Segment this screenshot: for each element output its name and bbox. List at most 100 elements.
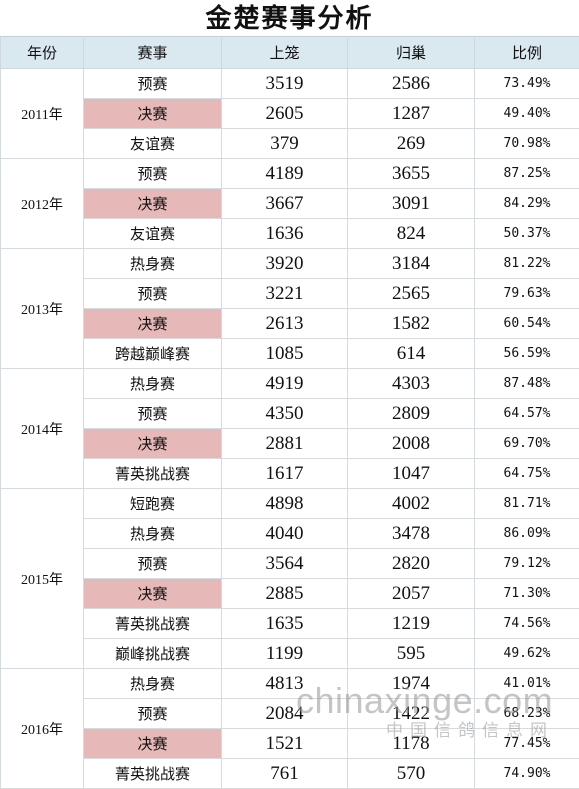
entered-cell: 3519 — [222, 69, 348, 99]
returned-cell: 4002 — [348, 489, 475, 519]
returned-cell: 1287 — [348, 99, 475, 129]
entered-cell: 1617 — [222, 459, 348, 489]
returned-cell: 3655 — [348, 159, 475, 189]
entered-cell: 3564 — [222, 549, 348, 579]
entered-cell: 4919 — [222, 369, 348, 399]
event-cell: 预赛 — [84, 699, 222, 729]
event-cell: 决赛 — [84, 99, 222, 129]
event-cell: 友谊赛 — [84, 219, 222, 249]
returned-cell: 614 — [348, 339, 475, 369]
event-cell: 菁英挑战赛 — [84, 459, 222, 489]
header-entered: 上笼 — [222, 37, 348, 69]
event-cell: 决赛 — [84, 579, 222, 609]
entered-cell: 1636 — [222, 219, 348, 249]
entered-cell: 379 — [222, 129, 348, 159]
returned-cell: 3478 — [348, 519, 475, 549]
returned-cell: 595 — [348, 639, 475, 669]
entered-cell: 4350 — [222, 399, 348, 429]
entered-cell: 4040 — [222, 519, 348, 549]
entered-cell: 3667 — [222, 189, 348, 219]
event-cell: 预赛 — [84, 549, 222, 579]
ratio-cell: 87.48% — [475, 369, 579, 399]
event-cell: 热身赛 — [84, 669, 222, 699]
returned-cell: 2809 — [348, 399, 475, 429]
returned-cell: 2586 — [348, 69, 475, 99]
event-cell: 预赛 — [84, 159, 222, 189]
returned-cell: 824 — [348, 219, 475, 249]
header-year: 年份 — [1, 37, 84, 69]
ratio-cell: 86.09% — [475, 519, 579, 549]
header-returned: 归巢 — [348, 37, 475, 69]
event-cell: 预赛 — [84, 279, 222, 309]
event-cell: 决赛 — [84, 429, 222, 459]
returned-cell: 1974 — [348, 669, 475, 699]
ratio-cell: 79.63% — [475, 279, 579, 309]
returned-cell: 1582 — [348, 309, 475, 339]
ratio-cell: 71.30% — [475, 579, 579, 609]
event-cell: 预赛 — [84, 399, 222, 429]
ratio-cell: 60.54% — [475, 309, 579, 339]
entered-cell: 1085 — [222, 339, 348, 369]
event-cell: 跨越巅峰赛 — [84, 339, 222, 369]
returned-cell: 1047 — [348, 459, 475, 489]
ratio-cell: 70.98% — [475, 129, 579, 159]
year-cell: 2015年 — [1, 489, 84, 669]
entered-cell: 4813 — [222, 669, 348, 699]
ratio-cell: 64.57% — [475, 399, 579, 429]
returned-cell: 2565 — [348, 279, 475, 309]
ratio-cell: 69.70% — [475, 429, 579, 459]
ratio-cell: 74.56% — [475, 609, 579, 639]
page-title: 金楚赛事分析 — [0, 0, 579, 36]
ratio-cell: 41.01% — [475, 669, 579, 699]
year-cell: 2011年 — [1, 69, 84, 159]
entered-cell: 2881 — [222, 429, 348, 459]
event-cell: 热身赛 — [84, 249, 222, 279]
returned-cell: 3091 — [348, 189, 475, 219]
entered-cell: 2605 — [222, 99, 348, 129]
year-cell: 2016年 — [1, 669, 84, 789]
entered-cell: 1635 — [222, 609, 348, 639]
header-ratio: 比例 — [475, 37, 579, 69]
header-row: 年份 赛事 上笼 归巢 比例 — [1, 37, 579, 69]
ratio-cell: 49.62% — [475, 639, 579, 669]
ratio-cell: 68.23% — [475, 699, 579, 729]
event-cell: 预赛 — [84, 69, 222, 99]
entered-cell: 2613 — [222, 309, 348, 339]
event-cell: 短跑赛 — [84, 489, 222, 519]
header-event: 赛事 — [84, 37, 222, 69]
ratio-cell: 73.49% — [475, 69, 579, 99]
returned-cell: 4303 — [348, 369, 475, 399]
year-cell: 2013年 — [1, 249, 84, 369]
event-cell: 热身赛 — [84, 369, 222, 399]
event-cell: 菁英挑战赛 — [84, 609, 222, 639]
returned-cell: 2057 — [348, 579, 475, 609]
event-cell: 热身赛 — [84, 519, 222, 549]
returned-cell: 269 — [348, 129, 475, 159]
entered-cell: 4898 — [222, 489, 348, 519]
entered-cell: 3920 — [222, 249, 348, 279]
year-cell: 2012年 — [1, 159, 84, 249]
ratio-cell: 79.12% — [475, 549, 579, 579]
event-cell: 友谊赛 — [84, 129, 222, 159]
event-cell: 决赛 — [84, 729, 222, 759]
